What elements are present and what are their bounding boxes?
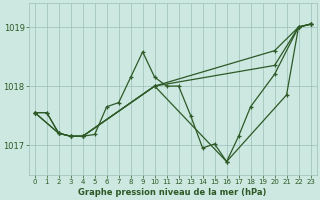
X-axis label: Graphe pression niveau de la mer (hPa): Graphe pression niveau de la mer (hPa)	[78, 188, 267, 197]
